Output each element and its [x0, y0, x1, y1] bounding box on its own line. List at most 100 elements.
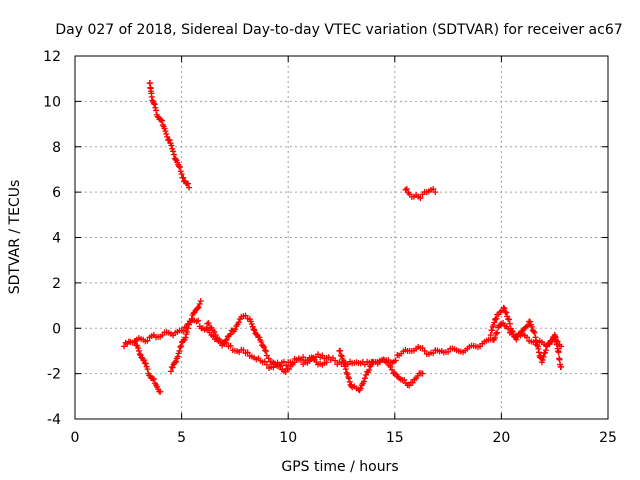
data-point [445, 348, 452, 355]
data-point [341, 359, 348, 366]
data-point [186, 184, 193, 191]
y-tick-labels: -4 -2 0 2 4 6 8 10 12 [43, 49, 61, 428]
x-tick-label: 10 [279, 430, 297, 446]
data-point [421, 347, 428, 354]
x-tick-label: 0 [71, 430, 80, 446]
data-point [524, 322, 531, 329]
data-point [332, 357, 339, 364]
data-point [401, 376, 408, 383]
data-point [168, 142, 175, 149]
data-point [227, 331, 234, 338]
data-point [531, 329, 538, 336]
data-point [388, 366, 395, 373]
data-point [409, 379, 416, 386]
data-point [178, 342, 185, 349]
data-point [502, 308, 509, 315]
data-point [144, 337, 151, 344]
data-point [169, 364, 176, 371]
data-point [177, 344, 184, 351]
data-point [341, 363, 348, 370]
data-point [172, 359, 179, 366]
data-point [177, 168, 184, 175]
data-point [260, 343, 267, 350]
data-point [185, 321, 192, 328]
data-point [136, 351, 143, 358]
x-tick-labels: 0 5 10 15 20 25 [71, 430, 617, 446]
series-mid-arc [402, 185, 439, 202]
data-point [430, 350, 437, 357]
data-point [132, 338, 139, 345]
data-point [150, 376, 157, 383]
series-late-segment [487, 304, 565, 370]
data-point [249, 323, 256, 330]
y-tick-label: -2 [47, 367, 61, 383]
y-tick-label: 10 [43, 94, 61, 110]
data-point [184, 325, 191, 332]
data-point [182, 334, 189, 341]
data-point [417, 195, 424, 202]
data-point [540, 353, 547, 360]
data-point [176, 164, 183, 171]
data-point [523, 334, 530, 341]
data-point [251, 327, 258, 334]
series-ascending-branch [167, 298, 204, 375]
data-point [361, 375, 368, 382]
data-point [244, 349, 251, 356]
data-point [432, 189, 439, 196]
data-point [157, 388, 164, 395]
data-point [196, 300, 203, 307]
data-point [197, 298, 204, 305]
data-point [195, 304, 202, 311]
data-point [176, 347, 183, 354]
data-point [430, 185, 437, 192]
data-point [558, 363, 565, 370]
data-point [558, 343, 565, 350]
data-point [232, 326, 239, 333]
data-point [338, 353, 345, 360]
data-point [315, 351, 322, 358]
data-points [121, 79, 565, 395]
data-point [188, 315, 195, 322]
y-tick-label: 8 [52, 140, 61, 156]
data-point [542, 347, 549, 354]
data-point [248, 320, 255, 327]
data-point [506, 320, 513, 327]
data-point [523, 323, 530, 330]
data-point [258, 339, 265, 346]
data-point [222, 337, 229, 344]
data-point [546, 341, 553, 348]
data-point [391, 370, 398, 377]
data-point [277, 363, 284, 370]
data-point [121, 343, 128, 350]
data-point [235, 319, 242, 326]
data-point [493, 330, 500, 337]
data-point [135, 347, 142, 354]
data-point [261, 358, 268, 365]
x-tick-label: 20 [492, 430, 510, 446]
data-point [392, 357, 399, 364]
y-tick-label: 12 [43, 49, 61, 65]
data-point [402, 186, 409, 193]
data-point [178, 170, 185, 177]
data-point [542, 349, 549, 356]
data-point [184, 180, 191, 187]
data-point [141, 357, 148, 364]
data-point [489, 327, 496, 334]
x-tick-label: 15 [386, 430, 404, 446]
data-point [300, 354, 307, 361]
series-wave-segment [204, 312, 330, 375]
data-point [286, 366, 293, 373]
data-point [205, 320, 212, 327]
data-point [184, 328, 191, 335]
data-point [283, 362, 290, 369]
data-point [142, 360, 149, 367]
data-point [344, 371, 351, 378]
data-point [221, 341, 228, 348]
data-point [527, 318, 534, 325]
data-point [513, 336, 520, 343]
data-point [493, 315, 500, 322]
y-tick-label: -4 [47, 412, 61, 428]
data-point [223, 336, 230, 343]
data-point [180, 327, 187, 334]
